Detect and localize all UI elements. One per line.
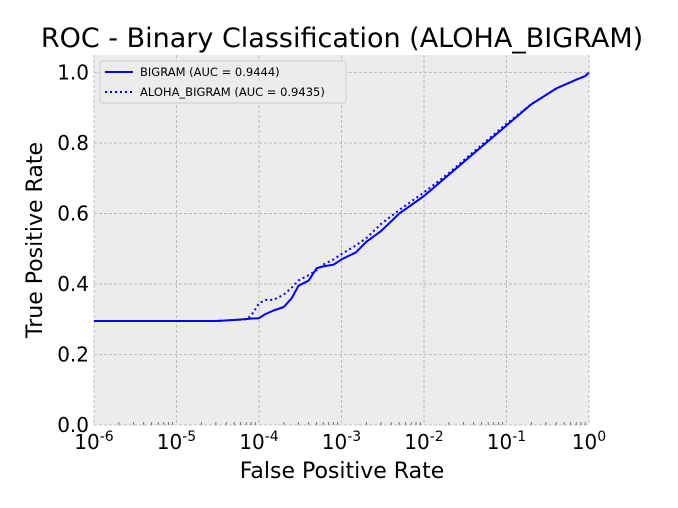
x-tick-label: 10-1 [487,429,526,454]
y-tick-label: 0.8 [57,131,89,155]
x-tick-label: 10-4 [239,429,279,454]
legend: BIGRAM (AUC = 0.9444) ALOHA_BIGRAM (AUC … [99,60,347,104]
y-tick-labels: 0.0 0.2 0.4 0.6 0.8 1.0 [57,61,89,437]
y-tick-label: 1.0 [57,61,89,85]
grid-lines [93,55,590,426]
series-line-aloha-bigram [94,71,590,322]
legend-box [99,60,347,104]
x-tick-label: 100 [572,429,606,454]
y-tick-label: 0.4 [57,272,89,296]
y-tick-label: 0.0 [57,413,89,437]
y-tick-label: 0.2 [57,343,89,367]
chart-title: ROC - Binary Classification (ALOHA_BIGRA… [41,23,643,54]
minor-ticks [118,422,586,425]
y-tick-label: 0.6 [57,202,89,226]
x-tick-label: 10-3 [322,429,361,454]
x-tick-labels: 10-6 10-5 10-4 10-3 10-2 10-1 100 [74,429,606,454]
legend-label-aloha-bigram: ALOHA_BIGRAM (AUC = 0.9435) [140,85,325,99]
legend-label-bigram: BIGRAM (AUC = 0.9444) [140,65,280,79]
x-tick-label: 10-6 [74,429,114,454]
series-lines [94,71,590,322]
y-axis-label: True Positive Rate [23,142,48,339]
x-axis-label: False Positive Rate [240,459,444,484]
x-tick-label: 10-2 [404,429,443,454]
x-tick-label: 10-5 [157,429,196,454]
